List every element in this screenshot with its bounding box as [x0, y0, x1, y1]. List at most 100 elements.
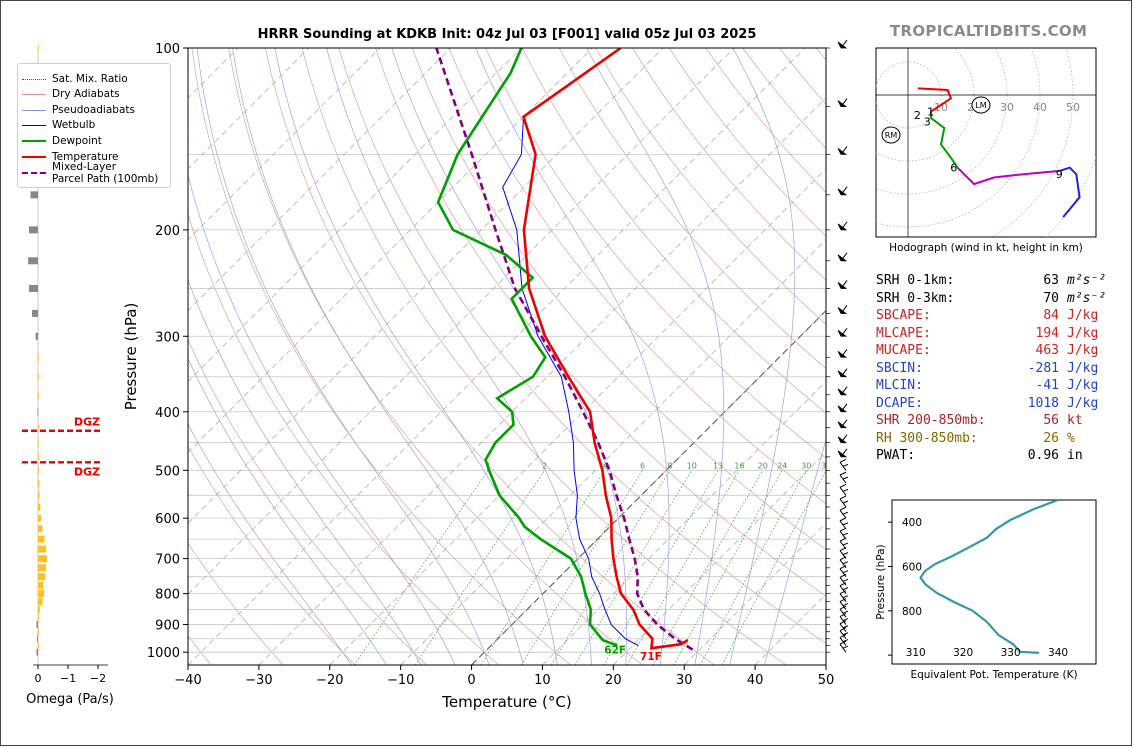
legend-swatch	[22, 140, 46, 142]
mixing-ratio-label: 6	[640, 461, 645, 470]
wind-barb-staff	[840, 448, 848, 458]
wind-barb-staff	[839, 582, 849, 594]
y-tick-label: 500	[155, 464, 180, 479]
isotherm-line	[400, 239, 826, 665]
y-tick-label: 700	[155, 553, 180, 568]
dry-adiabat-line	[558, 48, 826, 369]
wind-barb-flag	[837, 254, 848, 262]
wind-barb	[839, 627, 849, 640]
mixing-ratio-label: 24	[777, 461, 787, 470]
moist-adiabat-line	[188, 357, 387, 665]
wind-barb	[837, 305, 848, 314]
wind-barb-staff	[839, 506, 849, 519]
mixing-ratio-line	[414, 470, 546, 665]
y-axis-label: Pressure (hPa)	[122, 303, 140, 411]
index-row: MLCIN: -41 J/kg	[876, 377, 1106, 395]
index-label: SBCAPE:	[876, 308, 931, 323]
wind-barb	[837, 403, 848, 413]
moist-adiabat-line	[188, 279, 422, 665]
omega-bar	[38, 581, 44, 589]
omega-bar	[38, 391, 39, 399]
legend-label: Wetbulb	[52, 119, 96, 131]
mixing-ratio-line	[699, 470, 807, 665]
wind-barb-staff	[839, 458, 849, 471]
wind-barb	[837, 327, 848, 337]
wind-barb-flag	[837, 388, 848, 396]
isotherm-line	[542, 380, 826, 665]
index-value: 1018	[1027, 395, 1059, 411]
wind-barb-staff	[839, 517, 849, 530]
surface-temperature-label: 71F	[640, 651, 662, 663]
index-label: RH 300-850mb:	[876, 430, 978, 446]
mixing-ratio-label: 4	[603, 461, 608, 470]
dry-adiabat-line	[188, 213, 499, 665]
wind-barb-staff	[840, 348, 848, 358]
legend-label: Mixed-Layer Parcel Path (100mb)	[52, 161, 159, 185]
legend-item: Dewpoint	[18, 135, 102, 147]
wind-barb-staff	[840, 280, 848, 289]
wind-barb	[837, 39, 848, 49]
legend-item: Wetbulb	[18, 119, 95, 131]
omega-tick-label: 0	[35, 672, 42, 685]
mixing-ratio-label: 13	[713, 461, 723, 470]
x-tick-label: −20	[316, 673, 343, 688]
mixing-ratio-label: 36	[821, 461, 831, 470]
wind-barb	[839, 605, 849, 618]
indices-table: SRH 0-1km: 63 m²s⁻² SRH 0-3km: 70 m²s⁻² SBCAPE…	[876, 272, 1106, 465]
hodograph-rm-label: RM	[885, 131, 898, 140]
hodograph-ring-label: 10	[934, 101, 948, 114]
wind-barb	[839, 634, 849, 646]
hodograph-caption: Hodograph (wind in kt, height in km)	[889, 242, 1083, 254]
y-tick-label: 800	[155, 588, 180, 603]
index-label: MUCAPE:	[876, 343, 931, 358]
index-unit: %	[1067, 430, 1075, 446]
index-row: MUCAPE: 463 J/kg	[876, 342, 1106, 360]
theta-x-tick-label: 330	[1001, 647, 1021, 659]
wind-barb	[839, 547, 849, 559]
omega-bar	[38, 44, 39, 52]
omega-tick-label: −2	[90, 672, 106, 685]
surface-dewpoint-label: 62F	[604, 645, 626, 657]
dewpoint-line	[436, 48, 618, 647]
wind-barb-staff	[839, 620, 849, 633]
chart-legend: Sat. Mix. Ratio Dry Adiabats Pseudoadiabat…	[17, 63, 171, 188]
moist-adiabat-line	[764, 438, 826, 665]
theta-x-axis-label: Equivalent Pot. Temperature (K)	[910, 669, 1077, 681]
omega-bar	[38, 439, 39, 447]
dry-adiabat-line	[301, 48, 787, 665]
wind-barb-staff	[839, 537, 849, 550]
legend-item: Dry Adiabats	[18, 88, 120, 100]
dry-adiabat-line	[188, 542, 284, 665]
omega-bar	[38, 514, 41, 522]
index-label: DCAPE:	[876, 395, 923, 411]
moist-adiabat-line	[188, 423, 353, 665]
x-tick-label: −10	[387, 673, 414, 688]
index-row: SRH 0-3km: 70 m²s⁻²	[876, 290, 1106, 308]
omega-bar	[38, 424, 39, 432]
legend-item: Temperature	[18, 151, 119, 163]
omega-axis-label: Omega (Pa/s)	[26, 692, 114, 707]
index-label: SHR 200-850mb:	[876, 413, 986, 428]
wind-barb-flag	[837, 329, 848, 337]
hodograph-plot: 102030405021369RMLM	[876, 48, 1096, 237]
theta-x-tick-label: 310	[906, 647, 926, 659]
omega-bar	[38, 479, 40, 487]
chart-title: HRRR Sounding at KDKB Init: 04z Jul 03 […	[257, 27, 757, 42]
theta-y-axis-label: Pressure (hPa)	[875, 544, 887, 619]
dry-adiabat-line	[595, 48, 826, 325]
index-value: 70	[1043, 290, 1059, 306]
parcel-path-line	[435, 48, 694, 651]
wind-barb-flag	[837, 421, 848, 429]
y-tick-label: 900	[155, 619, 180, 634]
dry-adiabat-line	[411, 48, 826, 550]
index-row: SBCAPE: 84 J/kg	[876, 307, 1106, 325]
index-value: 0.96	[1027, 448, 1059, 463]
mixing-ratio-line	[721, 470, 826, 665]
wind-barb	[839, 495, 849, 508]
index-row: PWAT: 0.96 in	[876, 447, 1106, 465]
wind-barb	[837, 368, 848, 378]
omega-bar	[38, 590, 44, 598]
isotherm-line	[329, 168, 826, 665]
index-unit: J/kg	[1067, 343, 1099, 358]
wind-barb-staff	[840, 386, 848, 396]
